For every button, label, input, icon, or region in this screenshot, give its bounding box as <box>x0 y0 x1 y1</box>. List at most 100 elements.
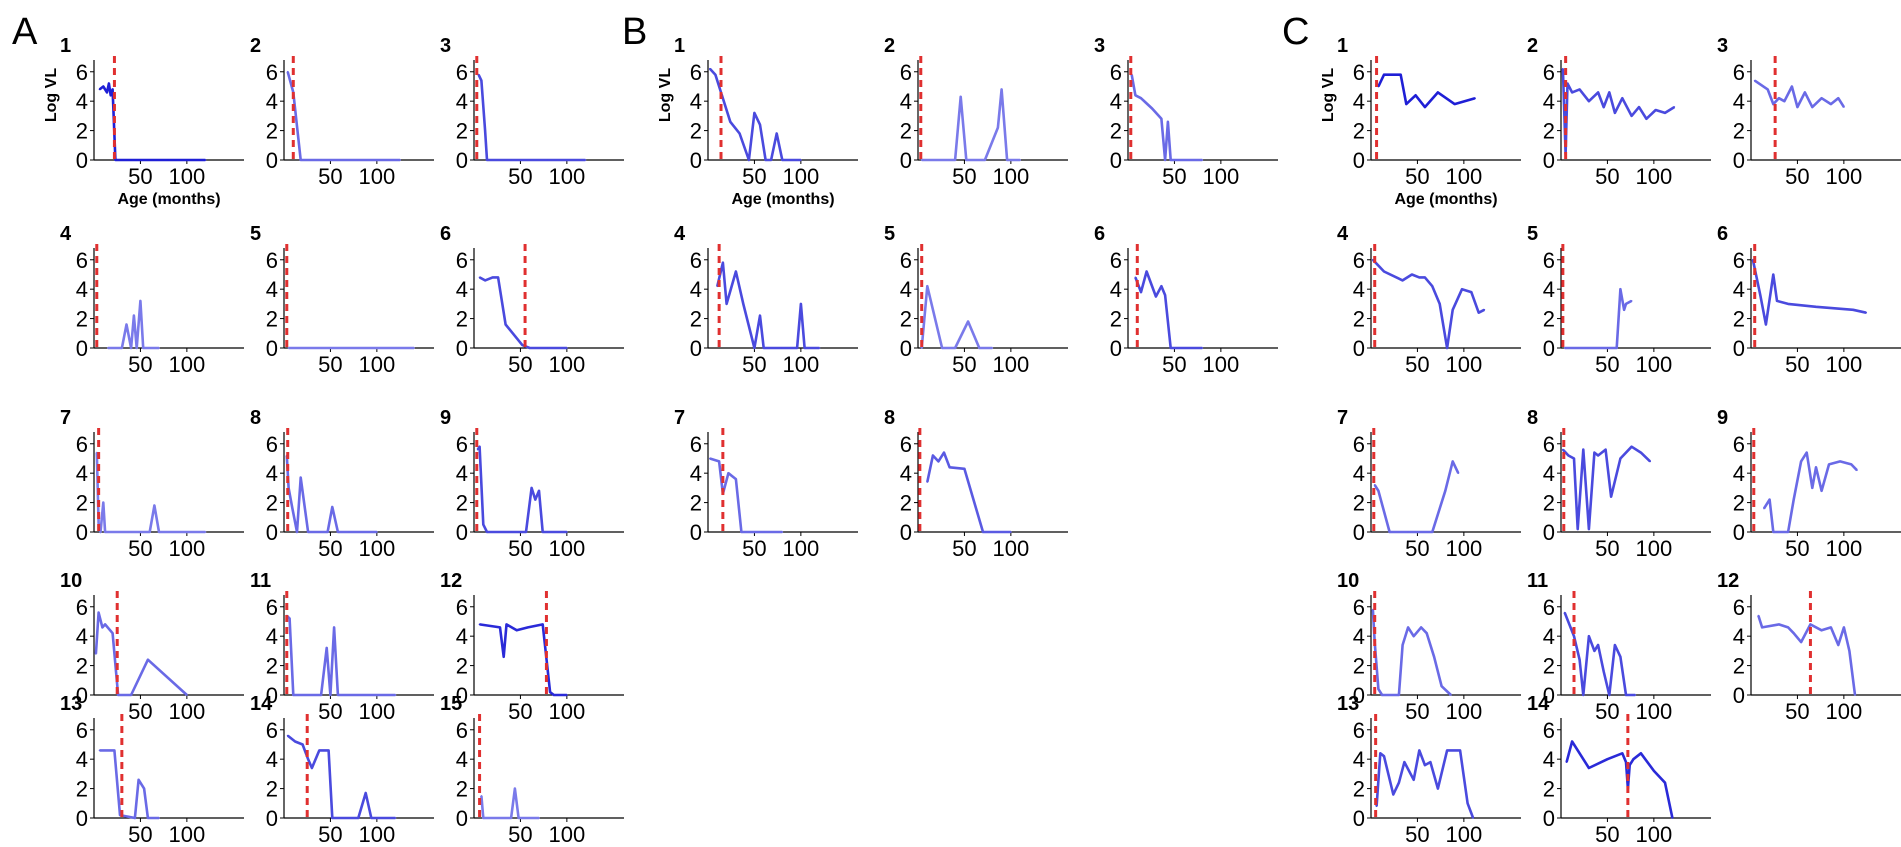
data-point <box>1388 531 1391 533</box>
data-point <box>320 347 323 349</box>
y-tick-label: 0 <box>76 336 88 361</box>
data-point <box>1410 273 1413 276</box>
y-tick-label: 4 <box>456 747 468 772</box>
x-tick-label: 50 <box>128 536 152 561</box>
x-tick-label: 100 <box>1825 352 1862 377</box>
data-point <box>109 94 112 97</box>
data-point <box>1768 498 1771 501</box>
y-tick-label: 0 <box>266 148 278 173</box>
x-tick-label: 50 <box>1405 536 1429 561</box>
data-point <box>114 159 117 161</box>
data-point <box>796 347 799 349</box>
y-tick-label: 0 <box>76 806 88 831</box>
y-tick-label: 4 <box>456 277 468 302</box>
viral-load-line <box>1371 258 1485 350</box>
data-point <box>348 531 350 533</box>
y-tick-label: 4 <box>1353 461 1365 486</box>
data-point <box>107 82 110 85</box>
panel-number: 5 <box>250 223 261 245</box>
y-tick-label: 4 <box>1110 89 1122 114</box>
data-point <box>1776 531 1778 533</box>
data-point <box>1446 749 1449 752</box>
y-tick-label: 4 <box>1353 89 1365 114</box>
data-point <box>1431 531 1434 533</box>
data-point <box>565 347 568 349</box>
data-point <box>1587 635 1590 638</box>
data-point <box>1405 103 1408 106</box>
viral-load-line <box>478 276 567 350</box>
data-point <box>1619 288 1622 291</box>
viral-load-line <box>99 749 159 820</box>
data-point <box>1582 448 1585 451</box>
data-point <box>320 159 323 161</box>
data-point <box>954 159 957 161</box>
data-point <box>130 531 133 533</box>
y-tick-label: 0 <box>1543 148 1555 173</box>
data-point <box>499 626 501 629</box>
y-tick-label: 2 <box>1733 307 1745 332</box>
data-point <box>1597 454 1600 457</box>
y-tick-label: 6 <box>1543 60 1555 85</box>
y-tick-label: 0 <box>1733 148 1745 173</box>
x-tick-label: 100 <box>782 164 819 189</box>
y-tick-label: 0 <box>1543 806 1555 831</box>
data-point <box>1852 308 1855 311</box>
data-point <box>708 457 711 460</box>
data-point <box>1453 103 1456 106</box>
data-point <box>1438 302 1441 305</box>
data-point <box>296 531 298 533</box>
x-tick-label: 100 <box>1635 822 1672 847</box>
data-point <box>547 531 550 533</box>
data-point <box>541 531 544 533</box>
data-point <box>747 159 750 161</box>
x-tick-label: 100 <box>168 822 205 847</box>
data-point <box>1792 632 1795 635</box>
data-point <box>1610 495 1613 498</box>
x-tick-label: 100 <box>1202 352 1239 377</box>
data-point <box>1777 623 1780 626</box>
data-point <box>1828 463 1830 466</box>
data-point <box>541 623 544 626</box>
data-point <box>721 261 724 264</box>
data-point <box>94 652 97 655</box>
y-tick-label: 2 <box>266 777 278 802</box>
data-point <box>98 749 101 752</box>
data-point <box>1373 484 1376 486</box>
x-axis-title: Age (months) <box>1394 191 1497 208</box>
x-tick-label: 100 <box>1445 699 1482 724</box>
x-tick-label: 50 <box>1595 536 1619 561</box>
data-point <box>775 132 778 135</box>
panel-b-7: 7 0 2 4 6 50 100 <box>674 407 858 561</box>
y-tick-label: 2 <box>1733 119 1745 144</box>
y-tick-label: 0 <box>1353 806 1365 831</box>
data-point <box>357 694 360 696</box>
data-point <box>1837 97 1840 100</box>
data-point <box>714 73 717 76</box>
data-point <box>521 344 524 346</box>
y-tick-label: 0 <box>900 148 912 173</box>
data-point <box>1429 761 1432 764</box>
data-point <box>325 647 328 649</box>
y-tick-label: 2 <box>1353 777 1365 802</box>
y-tick-label: 4 <box>1733 461 1745 486</box>
data-point <box>759 314 761 317</box>
data-point <box>528 347 531 349</box>
data-point <box>1140 97 1142 100</box>
data-point <box>1392 793 1395 796</box>
y-tick-label: 0 <box>1733 336 1745 361</box>
data-point <box>139 300 142 302</box>
y-tick-label: 4 <box>1353 277 1365 302</box>
x-tick-label: 100 <box>1445 352 1482 377</box>
panel-b-8: 8 0 2 4 6 50 100 <box>884 407 1068 561</box>
data-point <box>1865 311 1868 314</box>
y-tick-label: 6 <box>1543 718 1555 743</box>
data-point <box>1597 91 1600 94</box>
data-point <box>497 276 500 279</box>
data-point <box>941 347 944 349</box>
data-point <box>1772 273 1775 276</box>
panel-number: 5 <box>1527 223 1538 245</box>
data-point <box>1383 73 1385 76</box>
viral-load-line <box>1377 73 1476 109</box>
data-point <box>1019 159 1022 161</box>
